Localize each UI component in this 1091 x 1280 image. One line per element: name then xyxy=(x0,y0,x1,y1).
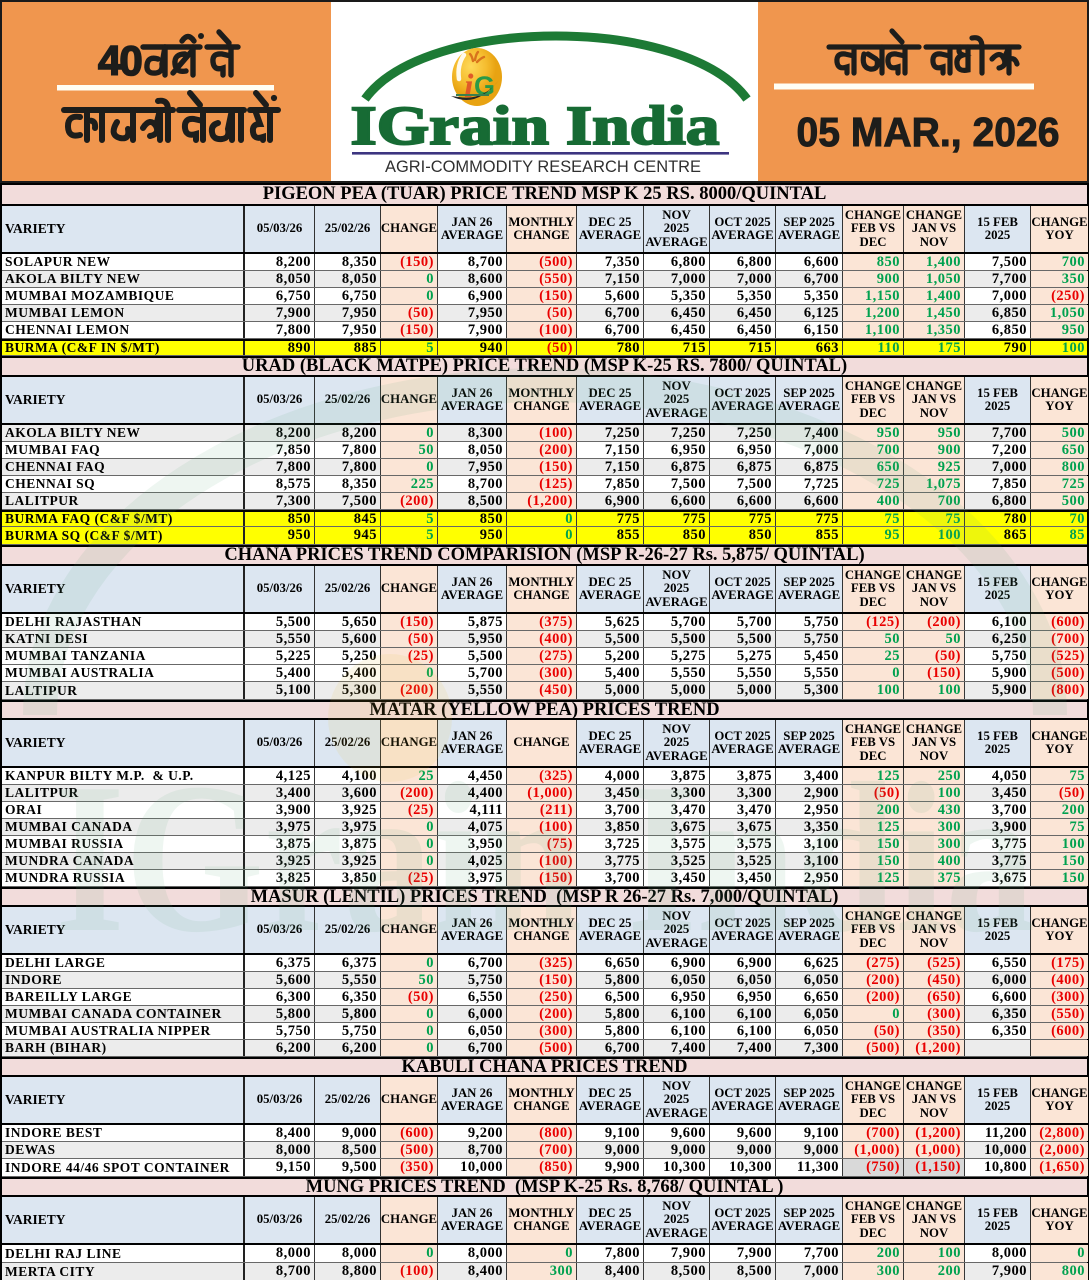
svg-text:40: 40 xyxy=(98,37,141,84)
svg-text:i: i xyxy=(464,68,474,105)
svg-text:G: G xyxy=(474,71,495,101)
svg-text:IGrain India: IGrain India xyxy=(351,95,720,156)
svg-text:05 MAR., 2026: 05 MAR., 2026 xyxy=(797,109,1060,155)
svg-text:AGRI-COMMODITY RESEARCH CENTRE: AGRI-COMMODITY RESEARCH CENTRE xyxy=(385,158,701,176)
